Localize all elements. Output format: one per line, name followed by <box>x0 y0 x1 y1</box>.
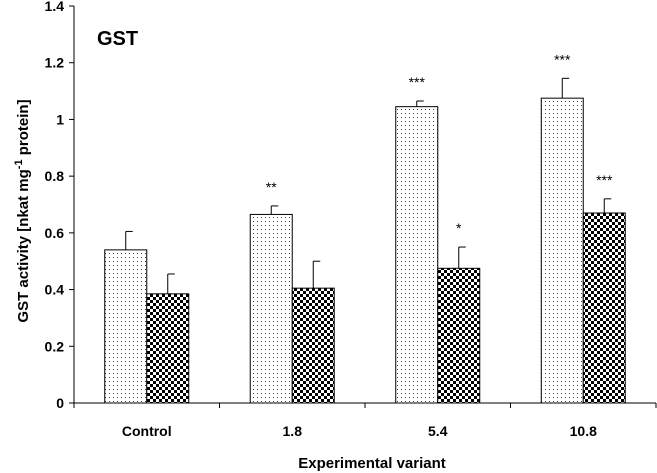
significance-marker: *** <box>596 172 613 188</box>
bar-dots <box>104 249 148 404</box>
bar-dots <box>395 106 439 404</box>
y-tick-label: 0 <box>56 395 64 411</box>
y-tick-label: 0.4 <box>45 282 65 298</box>
x-tick-label: 1.8 <box>283 423 303 439</box>
bar-dots <box>540 97 584 404</box>
significance-marker: *** <box>409 74 426 90</box>
y-axis-title-superscript: -1 <box>13 159 25 169</box>
y-tick-label: 1 <box>56 111 64 127</box>
significance-marker: * <box>456 220 462 236</box>
bar-checker <box>437 267 481 404</box>
bar-dots <box>249 213 293 404</box>
y-axis-title-main: GST activity [nkat mg <box>15 169 32 322</box>
significance-marker: *** <box>554 51 571 67</box>
significance-marker: ** <box>266 179 277 195</box>
bar-checker <box>291 287 335 404</box>
y-axis-title: GST activity [nkat mg-1 protein] <box>13 99 32 322</box>
x-tick-label: 5.4 <box>428 423 448 439</box>
y-tick-label: 0.6 <box>45 225 65 241</box>
y-tick-label: 0.2 <box>45 338 65 354</box>
bar-checker <box>146 293 190 404</box>
y-axis-title-suffix: protein] <box>15 99 32 159</box>
x-tick-label: 10.8 <box>570 423 597 439</box>
x-tick-label: Control <box>122 423 172 439</box>
y-tick-label: 1.4 <box>45 0 65 14</box>
y-tick-label: 0.8 <box>45 168 65 184</box>
bar-checker <box>582 212 626 404</box>
y-tick-label: 1.2 <box>45 55 65 71</box>
chart-title: GST <box>97 28 138 50</box>
x-axis-title: Experimental variant <box>298 455 446 472</box>
